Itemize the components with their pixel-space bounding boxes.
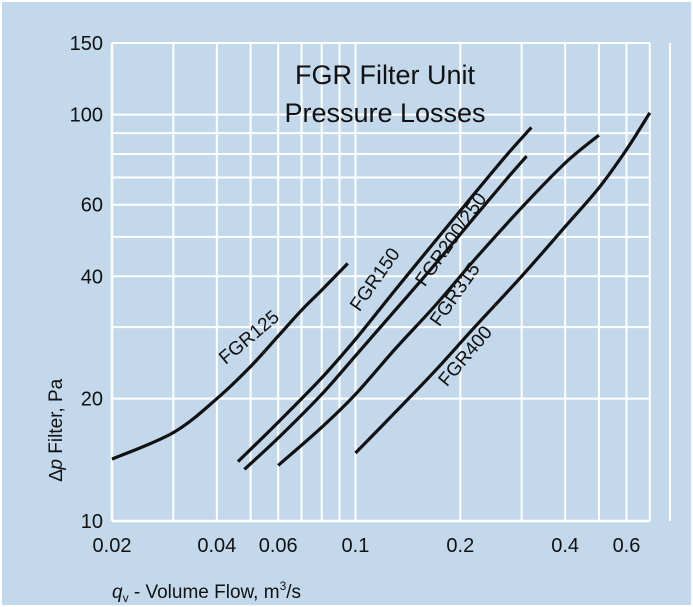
x-axis-label: qv - Volume Flow, m3/s [112, 579, 301, 605]
series-line-fgr150 [236, 126, 533, 463]
y-tick-label: 60 [81, 195, 103, 217]
y-axis-label: ∆p Filter, Pa [46, 378, 67, 481]
series-line-fgr125 [111, 262, 349, 461]
y-tick-label: 10 [81, 511, 103, 533]
series-line-fgr200-250 [243, 155, 528, 471]
x-tick-label: 0.04 [197, 535, 236, 557]
x-axis-label-text: - Volume Flow, m [129, 582, 280, 603]
x-tick-label: 0.4 [551, 535, 579, 557]
y-axis-label-symbol: p [46, 459, 67, 471]
chart-title-line-1: FGR Filter Unit [295, 60, 476, 90]
x-axis-label-suffix: /s [286, 582, 301, 603]
chart-title-line-2: Pressure Losses [284, 98, 485, 128]
x-axis-label-subscript: v [123, 591, 129, 605]
series-line-fgr400 [354, 111, 652, 455]
series-line-fgr315 [277, 133, 600, 467]
y-tick-label: 150 [70, 33, 103, 55]
x-tick-label: 0.06 [259, 535, 298, 557]
y-axis-label-prefix: ∆ [46, 469, 67, 481]
x-tick-label: 0.2 [446, 535, 474, 557]
y-tick-label: 20 [81, 389, 103, 411]
x-tick-label: 0.02 [93, 535, 132, 557]
tick-labels: 0.02 0.04 0.06 0.1 0.2 0.4 0.6 10 20 40 60 100 150 [70, 33, 641, 557]
y-tick-label: 40 [81, 266, 103, 288]
x-axis-label-symbol: q [112, 582, 123, 603]
y-axis-label-text: Filter, Pa [46, 378, 67, 459]
x-tick-label: 0.6 [613, 535, 641, 557]
grid-lines [110, 42, 671, 523]
x-axis-label-superscript: 3 [280, 579, 287, 593]
y-tick-label: 100 [70, 105, 103, 127]
curves [111, 111, 652, 471]
x-tick-label: 0.1 [342, 535, 370, 557]
